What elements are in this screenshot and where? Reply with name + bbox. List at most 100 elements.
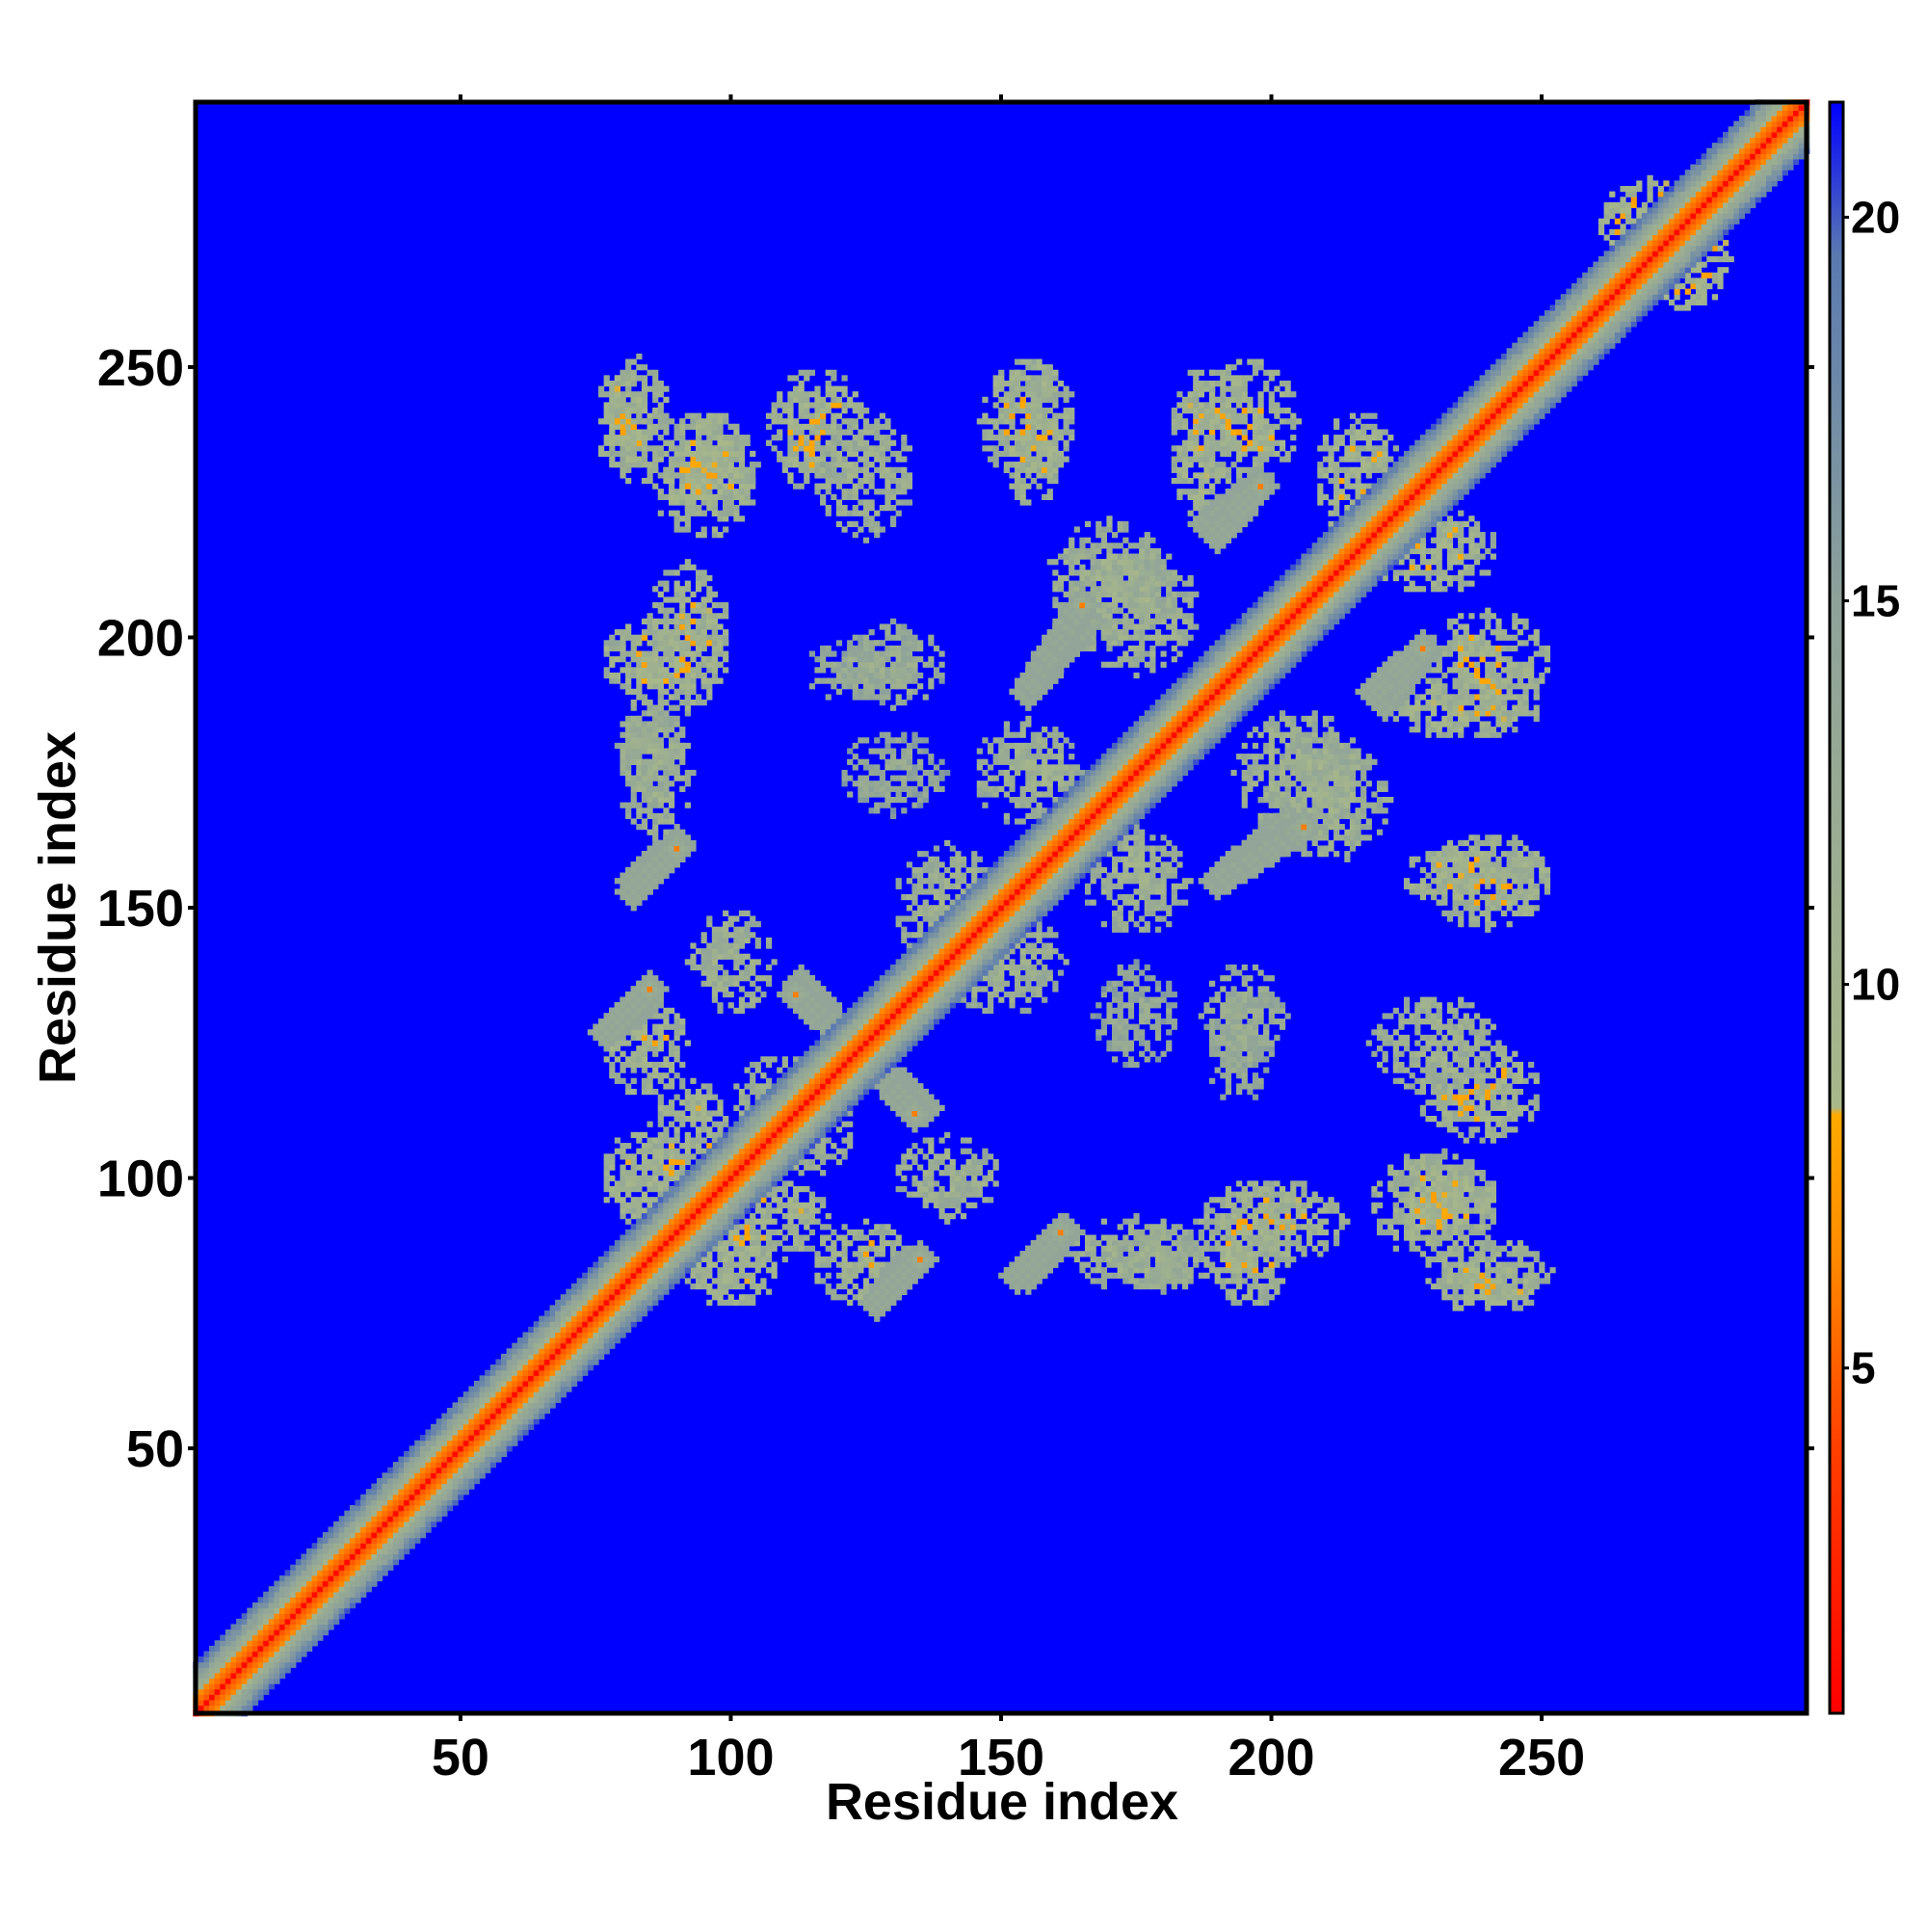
heatmap-cell [668,672,675,679]
heatmap-cell [1485,1213,1491,1220]
heatmap-cell [1225,1202,1232,1208]
heatmap-cell [1441,1218,1448,1225]
heatmap-cell [1263,991,1270,998]
heatmap-cell [820,483,827,490]
heatmap-cell [1485,1234,1491,1241]
heatmap-cell [884,688,891,695]
heatmap-cell [1030,423,1038,431]
heatmap-cell [684,694,691,701]
heatmap-cell [636,672,643,679]
heatmap-cell [641,818,648,825]
heatmap-cell [706,429,713,436]
heatmap-cell [1220,375,1227,382]
heatmap-cell [1544,656,1551,663]
heatmap-cell [1441,899,1448,906]
heatmap-cell [1458,1294,1465,1301]
heatmap-cell [847,402,854,409]
heatmap-cell [609,445,616,452]
heatmap-cell [1241,996,1248,1003]
heatmap-cell [1009,462,1016,468]
heatmap-cell [1252,1234,1259,1241]
heatmap-cell [1473,1077,1481,1084]
heatmap-cell [1458,1088,1465,1096]
heatmap-cell [673,510,680,516]
heatmap-cell [1431,888,1438,895]
heatmap-cell [647,445,653,452]
heatmap-cell [1522,1104,1529,1111]
heatmap-cell [1441,537,1448,543]
heatmap-cell [825,483,832,490]
heatmap-cell [1404,1083,1411,1090]
heatmap-cell [1333,466,1340,473]
heatmap-cell [1468,661,1475,668]
heatmap-cell [690,456,697,463]
heatmap-cell [1458,1267,1465,1274]
heatmap-cell [1419,893,1427,901]
heatmap-cell [825,423,832,431]
heatmap-cell [1441,1072,1448,1079]
heatmap-cell [1425,704,1432,711]
heatmap-cell [1042,380,1048,387]
heatmap-cell [1441,888,1448,895]
heatmap-cell [879,489,885,495]
heatmap-cell [1247,1061,1254,1069]
heatmap-cell [609,423,616,431]
heatmap-cell [1376,445,1384,452]
heatmap-cell [652,450,659,458]
heatmap-cell [879,456,885,463]
heatmap-cell [858,412,864,419]
heatmap-cell [663,748,670,754]
heatmap-cell [1419,1202,1427,1208]
heatmap-cell [1414,1019,1421,1025]
heatmap-cell [1181,402,1189,409]
heatmap-cell [663,396,670,403]
heatmap-cell [1473,905,1481,912]
heatmap-cell [711,661,719,668]
heatmap-cell [1181,472,1189,479]
heatmap-cell [1490,899,1496,906]
heatmap-cell [804,391,810,398]
heatmap-cell [1501,893,1508,901]
heatmap-cell [884,672,891,679]
heatmap-cell [901,472,908,479]
heatmap-cell [1446,1088,1454,1096]
heatmap-cell [862,640,870,647]
heatmap-cell [1279,445,1286,452]
heatmap-cell [1436,1234,1442,1241]
heatmap-cell [1209,472,1216,479]
heatmap-cell [727,445,734,452]
heatmap-cell [1247,408,1254,414]
heatmap-cell [1376,1045,1384,1052]
heatmap-cell [673,450,680,458]
heatmap-cell [620,640,626,647]
heatmap-cell [1452,1197,1459,1204]
heatmap-cell [630,688,637,695]
heatmap-cell [1019,402,1026,409]
heatmap-cell [1452,1207,1459,1214]
heatmap-cell [847,661,854,668]
heatmap-cell [1414,1180,1421,1187]
heatmap-cell [1225,991,1232,998]
heatmap-cell [1436,899,1442,906]
heatmap-cell [1171,429,1177,436]
heatmap-cell [1015,380,1021,387]
heatmap-cell [814,677,821,684]
heatmap-cell [1452,1110,1459,1117]
heatmap-cell [1236,1040,1243,1046]
heatmap-cell [1517,1261,1524,1268]
heatmap-cell [706,667,713,674]
heatmap-cell [1019,418,1026,425]
heatmap-cell [906,677,913,684]
heatmap-cell [1220,429,1227,436]
heatmap-cell [1517,878,1524,885]
heatmap-cell [1409,1245,1415,1252]
heatmap-cell [620,645,626,652]
heatmap-cell [1365,483,1372,490]
heatmap-cell [679,688,686,695]
heatmap-cell [1452,1272,1459,1279]
heatmap-cell [1463,1099,1469,1106]
heatmap-cell [895,489,902,495]
heatmap-cell [1495,1061,1502,1069]
heatmap-cell [1019,499,1026,506]
heatmap-cell [928,683,935,690]
